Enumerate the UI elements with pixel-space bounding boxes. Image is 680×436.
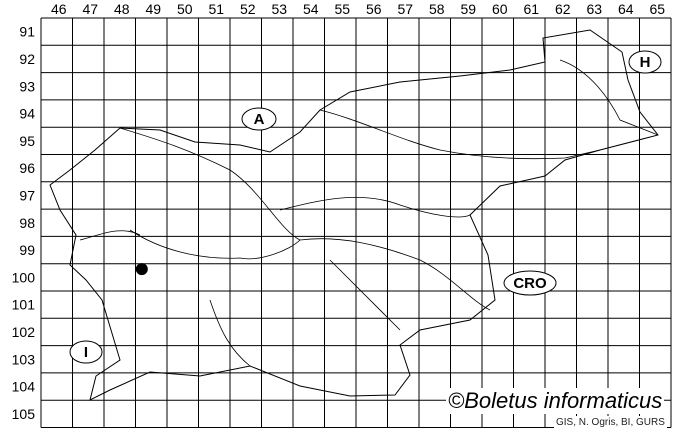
column-label: 54 [303,1,319,17]
data-source: GIS, N. Ogris, BI, GURS [554,416,667,429]
country-label-croatia-ellipse [503,270,557,296]
column-label: 50 [177,1,193,17]
country-label-italy-ellipse [69,340,103,364]
country-label-hungary: H [640,54,651,71]
country-label-austria: A [254,111,265,128]
grid-lines [40,17,672,428]
column-label: 56 [366,1,382,17]
row-label: 94 [19,106,35,122]
column-label: 57 [397,1,413,17]
row-label: 95 [19,133,35,149]
row-label: 91 [19,24,35,40]
column-label: 47 [82,1,98,17]
column-label: 62 [555,1,571,17]
column-label: 51 [208,1,224,17]
country-label-austria-ellipse [241,107,277,131]
rivers [79,59,659,367]
copyright-credit: ©Boletus informaticus [446,388,665,414]
row-label: 92 [19,51,35,67]
column-label: 48 [114,1,130,17]
country-label-hungary-ellipse [628,50,662,74]
column-label: 49 [145,1,161,17]
row-label: 100 [12,269,36,285]
row-label: 93 [19,78,35,94]
country-border [49,29,659,401]
column-label: 53 [271,1,287,17]
column-label: 65 [649,1,665,17]
row-label: 103 [12,351,36,367]
column-label: 64 [618,1,634,17]
column-label: 58 [429,1,445,17]
column-label: 60 [492,1,508,17]
row-label: 104 [12,379,36,395]
row-label: 101 [12,297,36,313]
column-label: 46 [51,1,67,17]
column-label: 59 [460,1,476,17]
row-label: 102 [12,324,36,340]
column-label: 63 [586,1,602,17]
occurrence-marker [135,263,148,276]
country-label-italy: I [84,344,88,361]
row-label: 98 [19,215,35,231]
column-label: 52 [240,1,256,17]
row-label: 97 [19,187,35,203]
row-label: 105 [12,406,36,422]
row-label: 96 [19,160,35,176]
row-label: 99 [19,242,35,258]
column-label: 55 [334,1,350,17]
country-label-croatia: CRO [513,275,547,292]
column-label: 61 [523,1,539,17]
